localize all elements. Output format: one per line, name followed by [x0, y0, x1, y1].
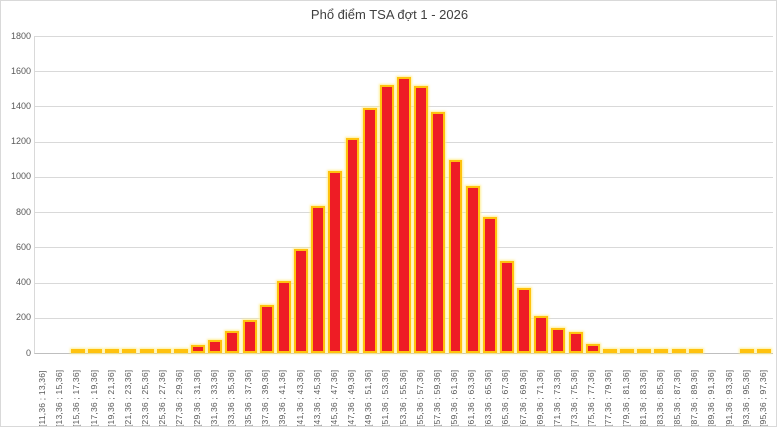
- bar: [448, 160, 463, 353]
- x-tick-label: [29,36 ; 31,36]: [191, 369, 202, 427]
- x-tick-label: [33,36 ; 35,36]: [225, 369, 236, 427]
- x-tick-label: [87,36 ; 89,36]: [689, 369, 700, 427]
- x-tick-label: [57,36 ; 59,36]: [431, 369, 442, 427]
- x-tick-label: [15,36 ; 17,36]: [71, 369, 82, 427]
- bar: [551, 328, 566, 353]
- bar: [637, 349, 652, 353]
- gridline: [35, 71, 773, 73]
- x-tick-label: [73,36 ; 75,36]: [569, 369, 580, 427]
- bar: [465, 185, 480, 353]
- x-tick-label: [59,36 ; 61,36]: [448, 369, 459, 427]
- x-tick-label: [77,36 ; 79,36]: [603, 369, 614, 427]
- bar: [294, 249, 308, 353]
- x-tick-label: [41,36 ; 43,36]: [294, 369, 305, 427]
- plot-area: [34, 36, 773, 354]
- bar: [397, 76, 411, 353]
- gridline: [35, 36, 773, 37]
- bar: [208, 339, 223, 353]
- y-tick-label: 1400: [10, 100, 31, 111]
- bar: [345, 138, 360, 353]
- x-tick-label: [75,36 ; 77,36]: [586, 369, 597, 427]
- bar: [534, 316, 549, 353]
- y-tick-label: 1200: [10, 136, 31, 147]
- bar: [688, 349, 703, 353]
- x-tick-label: [49,36 ; 51,36]: [363, 369, 374, 427]
- y-tick-label: 1800: [10, 30, 31, 41]
- x-tick-label: [23,36 ; 25,36]: [140, 369, 151, 427]
- x-tick-label: [55,36 ; 57,36]: [414, 369, 425, 427]
- bar: [362, 108, 377, 353]
- bar: [602, 348, 617, 353]
- bar: [88, 349, 103, 353]
- bar: [105, 349, 120, 353]
- x-tick-label: [85,36 ; 87,36]: [672, 369, 683, 427]
- x-tick-label: [11,36 ; 13,36]: [37, 370, 48, 427]
- x-tick-label: [31,36 ; 33,36]: [208, 369, 219, 427]
- y-tick-label: 1600: [10, 65, 31, 76]
- x-tick-label: [19,36 ; 21,36]: [105, 369, 116, 427]
- x-tick-label: [71,36 ; 73,36]: [551, 369, 562, 427]
- x-tick-label: [69,36 ; 71,36]: [534, 369, 545, 427]
- y-tick-label: 1000: [10, 171, 31, 182]
- bar: [431, 111, 446, 353]
- bar: [242, 319, 257, 353]
- bar: [70, 349, 85, 353]
- x-tick-label: [91,36 ; 93,36]: [723, 369, 734, 427]
- x-tick-label: [35,36 ; 37,36]: [243, 369, 254, 427]
- bar: [328, 170, 343, 353]
- bar: [654, 349, 669, 353]
- x-tick-label: [45,36 ; 47,36]: [328, 369, 339, 427]
- bar: [517, 287, 532, 353]
- x-tick-label: [43,36 ; 45,36]: [311, 369, 322, 427]
- y-tick-label: 800: [15, 206, 31, 217]
- x-tick-label: [79,36 ; 81,36]: [620, 369, 631, 427]
- x-tick-label: [81,36 ; 83,36]: [637, 369, 648, 427]
- x-tick-label: [83,36 ; 85,36]: [654, 369, 665, 427]
- bar: [620, 349, 635, 353]
- bar: [191, 345, 206, 353]
- x-tick-label: [13,36 ; 15,36]: [54, 369, 65, 427]
- x-tick-label: [37,36 ; 39,36]: [260, 369, 271, 427]
- bar: [499, 261, 514, 353]
- bar: [585, 343, 600, 353]
- bar: [740, 349, 755, 353]
- x-tick-label: [63,36 ; 65,36]: [483, 369, 494, 427]
- bar: [225, 331, 240, 353]
- bar: [379, 85, 394, 353]
- x-tick-label: [25,36 ; 27,36]: [157, 369, 168, 427]
- y-tick-label: 0: [25, 347, 31, 358]
- x-tick-label: [61,36 ; 63,36]: [466, 369, 477, 427]
- x-tick-label: [67,36 ; 69,36]: [517, 369, 528, 427]
- bar: [259, 304, 274, 353]
- bar: [414, 86, 429, 353]
- x-tick-label: [21,36 ; 23,36]: [122, 369, 133, 427]
- bar: [156, 349, 171, 353]
- bar: [311, 205, 326, 353]
- x-tick-label: [51,36 ; 53,36]: [380, 369, 391, 427]
- x-tick-label: [17,36 ; 19,36]: [88, 369, 99, 427]
- x-tick-label: [89,36 ; 91,36]: [706, 369, 717, 427]
- bar: [276, 280, 291, 353]
- x-tick-label: [53,36 ; 55,36]: [397, 369, 408, 427]
- chart-title: Phổ điểm TSA đợt 1 - 2026: [310, 7, 469, 22]
- x-tick-label: [47,36 ; 49,36]: [346, 369, 356, 427]
- x-tick-label: [27,36 ; 29,36]: [174, 369, 185, 427]
- y-tick-label: 400: [15, 277, 31, 288]
- y-tick-label: 200: [15, 312, 31, 323]
- bar: [139, 349, 154, 353]
- bar: [122, 349, 137, 353]
- x-tick-label: [93,36 ; 95,36]: [740, 369, 751, 427]
- x-tick-label: [95,36 ; 97,36]: [757, 369, 768, 427]
- x-tick-label: [39,36 ; 41,36]: [277, 369, 288, 427]
- x-tick-label: [65,36 ; 67,36]: [500, 369, 511, 427]
- bar: [757, 349, 772, 353]
- bar: [568, 331, 583, 353]
- bar: [173, 348, 188, 353]
- bar: [671, 349, 686, 353]
- y-tick-label: 600: [15, 241, 31, 252]
- bar: [482, 217, 497, 353]
